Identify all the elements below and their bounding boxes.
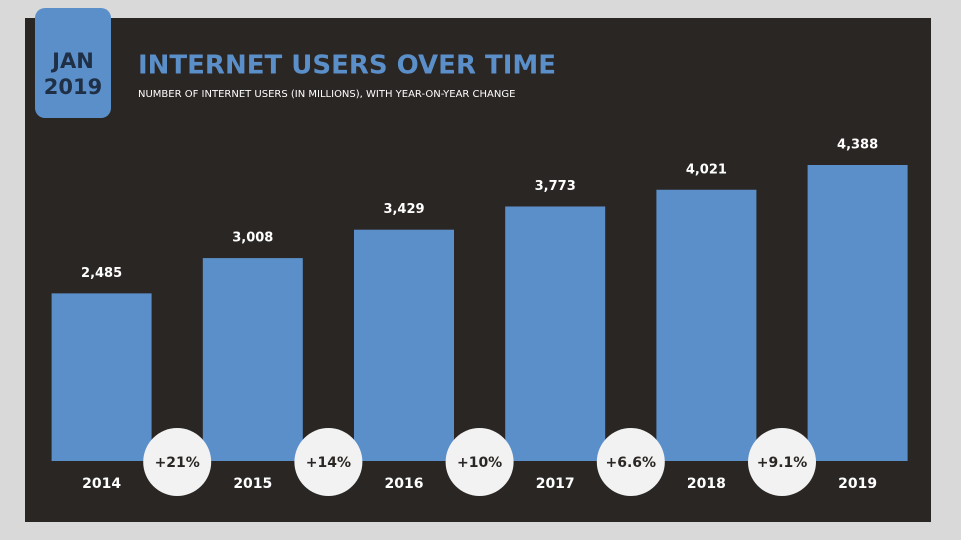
change-label: +14% (306, 455, 351, 471)
bar (505, 206, 606, 461)
bar (51, 293, 152, 461)
chart-title: INTERNET USERS OVER TIME (138, 51, 556, 81)
change-badge (294, 428, 363, 496)
badge-month: JAN (50, 49, 94, 73)
x-tick-label: 2019 (838, 476, 877, 492)
bar (807, 165, 908, 461)
change-label: +9.1% (757, 455, 808, 471)
change-badge (143, 428, 212, 496)
chart-subtitle: NUMBER OF INTERNET USERS (IN MILLIONS), … (138, 89, 515, 100)
value-label: 3,773 (535, 179, 576, 194)
change-label: +10% (457, 455, 502, 471)
bar (656, 189, 757, 462)
value-label: 4,388 (837, 138, 878, 153)
x-tick-label: 2014 (82, 476, 121, 492)
bar (202, 258, 303, 461)
x-tick-label: 2017 (536, 476, 575, 492)
x-tick-label: 2016 (385, 476, 424, 492)
value-label: 2,485 (81, 266, 122, 281)
x-tick-label: 2015 (233, 476, 272, 492)
value-label: 3,429 (383, 202, 424, 217)
change-badge (748, 428, 816, 496)
value-label: 3,008 (232, 231, 273, 246)
badge-year: 2019 (44, 75, 102, 99)
change-badge (445, 428, 514, 496)
change-label: +21% (155, 455, 200, 471)
change-label: +6.6% (606, 455, 657, 471)
change-badge (596, 428, 665, 496)
x-tick-label: 2018 (687, 476, 726, 492)
badge (35, 8, 111, 118)
bar (354, 229, 454, 461)
value-label: 4,021 (686, 162, 727, 177)
